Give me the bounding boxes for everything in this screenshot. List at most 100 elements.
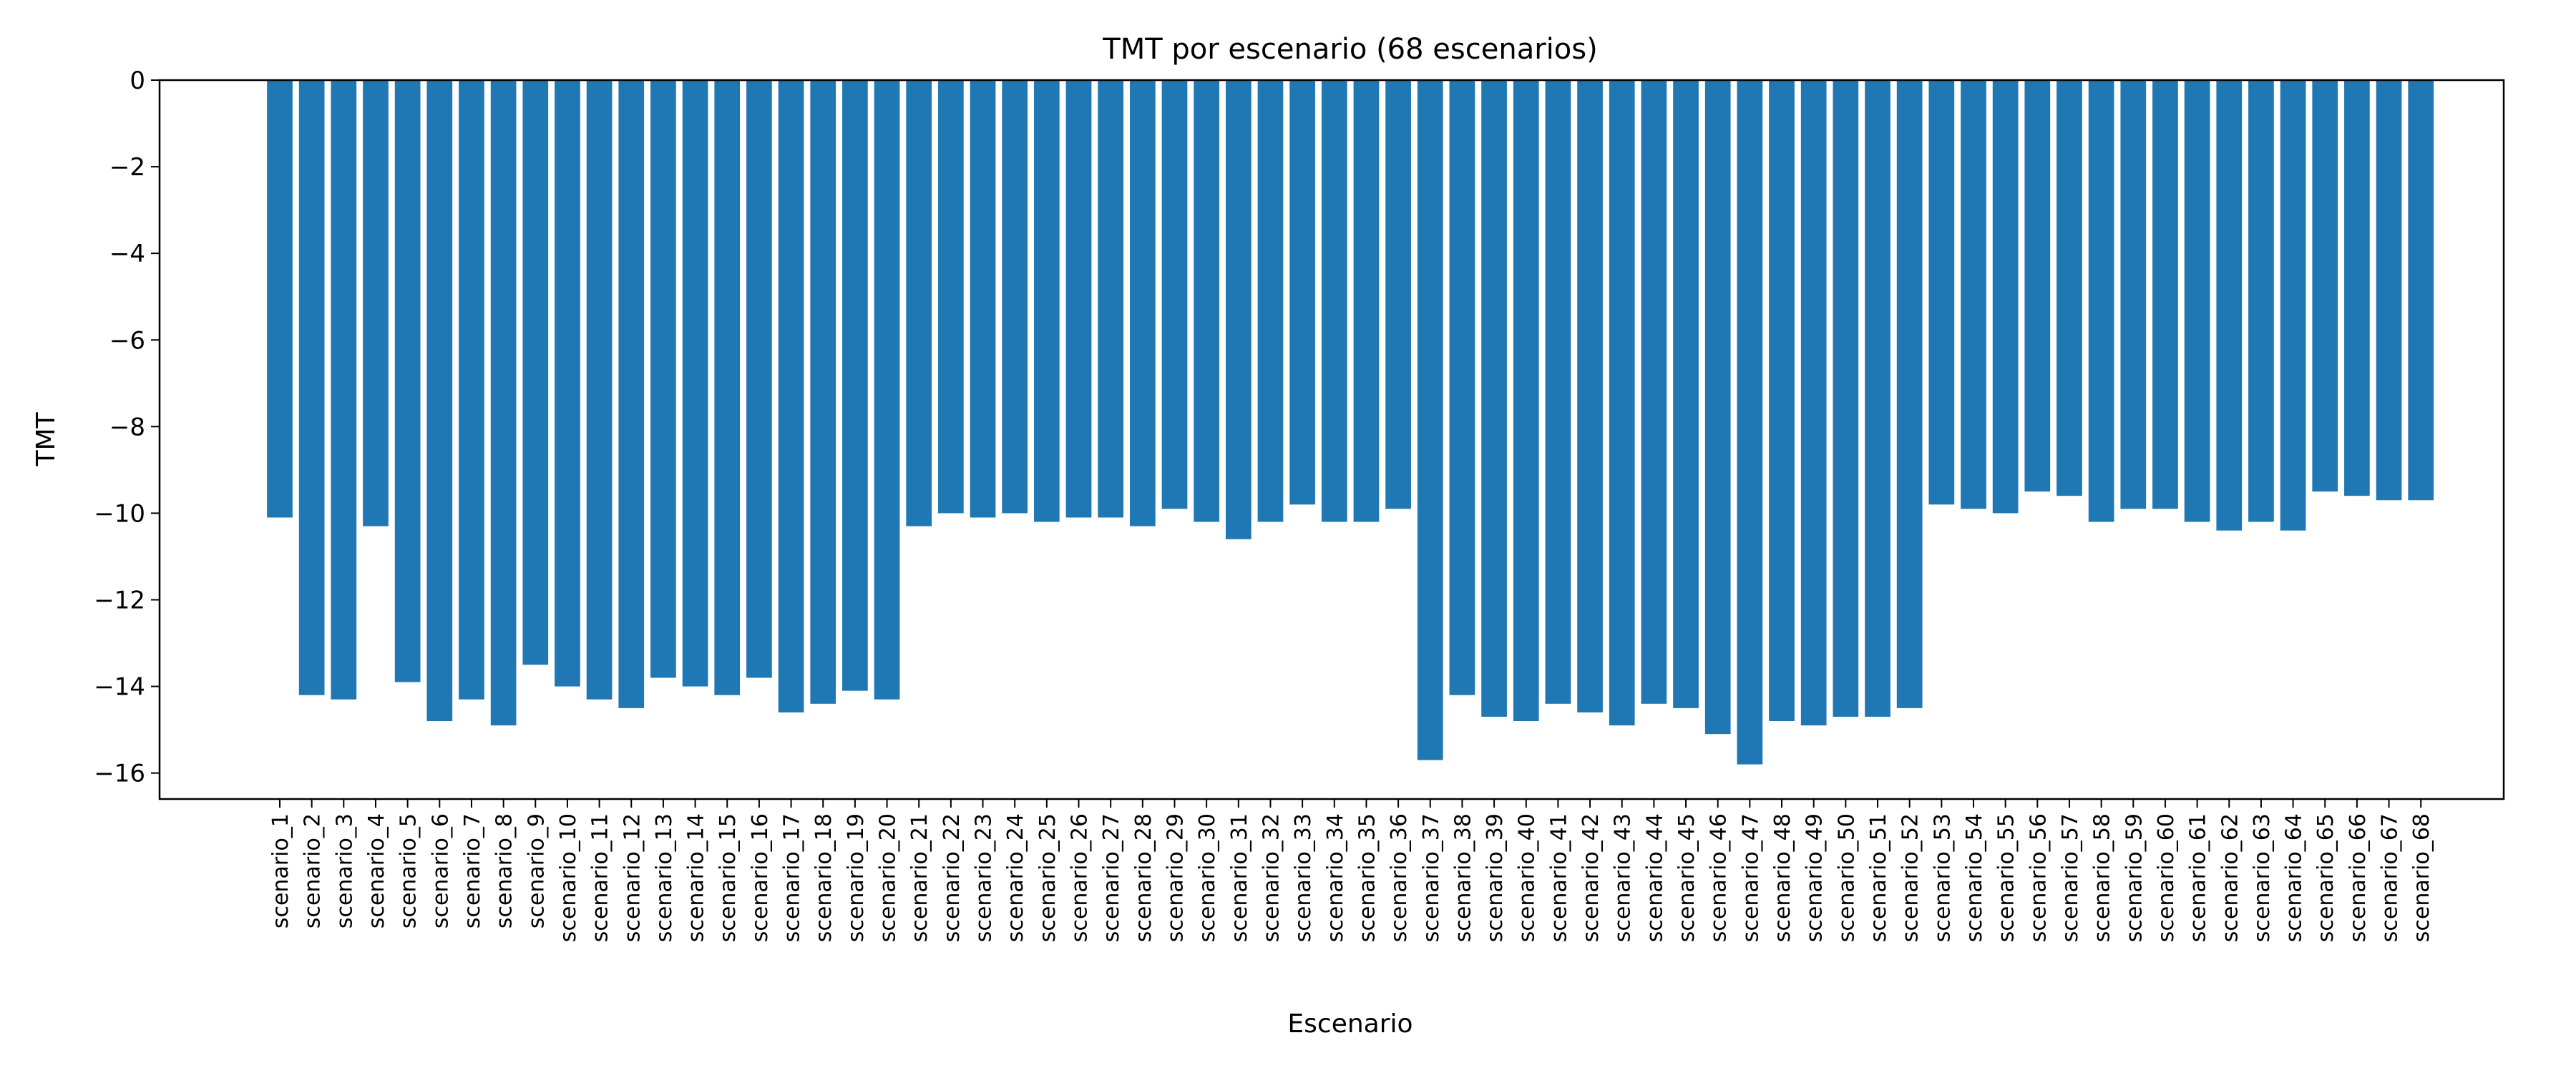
x-tick-label: scenario_26 [1068,813,1093,942]
y-tick-label: −16 [94,760,145,788]
x-tick-label: scenario_29 [1163,813,1188,942]
bar-scenario_15 [714,80,741,695]
y-axis: 0 −2 −4 −6 −8 −10 −12 −14 −16 [94,67,160,788]
x-tick-label: scenario_40 [1515,813,1540,942]
x-tick-label: scenario_4 [364,813,389,929]
x-tick-label: scenario_50 [1834,813,1859,942]
x-tick-label: scenario_44 [1642,813,1667,942]
bar-scenario_35 [1353,80,1380,522]
x-tick-label: scenario_46 [1707,813,1732,942]
bar-scenario_19 [842,80,868,691]
bar-scenario_36 [1385,80,1411,509]
bar-scenario_40 [1513,80,1539,722]
bar-scenario_44 [1641,80,1667,704]
x-tick-label: scenario_2 [301,813,326,929]
bar-scenario_53 [1928,80,1955,505]
bar-scenario_31 [1225,80,1252,539]
y-tick-label: −12 [94,587,145,615]
x-tick-label: scenario_57 [2058,813,2083,942]
x-tick-label: scenario_14 [684,813,709,942]
bar-scenario_7 [459,80,484,700]
y-tick-label: 0 [130,67,145,95]
x-axis-label: Escenario [1287,1009,1413,1039]
bar-scenario_30 [1194,80,1219,522]
bar-scenario_39 [1481,80,1507,717]
bar-scenario_22 [938,80,964,514]
x-tick-label: scenario_31 [1227,813,1252,942]
bar-scenario_38 [1449,80,1475,695]
x-tick-label: scenario_63 [2250,813,2275,942]
x-tick-label: scenario_32 [1259,813,1284,942]
bar-scenario_4 [363,80,389,526]
x-tick-label: scenario_5 [396,813,421,929]
x-tick-label: scenario_54 [1962,813,1987,942]
x-tick-label: scenario_38 [1450,813,1475,942]
x-tick-label: scenario_62 [2218,813,2243,942]
x-tick-label: scenario_20 [876,813,901,942]
bar-scenario_14 [682,80,708,687]
bar-scenario_34 [1321,80,1347,522]
bar-scenario_29 [1161,80,1188,509]
x-tick-label: scenario_39 [1483,813,1508,942]
bar-scenario_55 [1992,80,2019,514]
x-tick-label: scenario_64 [2282,813,2307,942]
bar-scenario_57 [2057,80,2082,496]
bar-scenario_37 [1417,80,1443,760]
x-tick-label: scenario_56 [2026,813,2051,942]
bar-scenario_66 [2344,80,2370,496]
x-tick-label: scenario_51 [1866,813,1891,942]
bar-scenario_25 [1033,80,1060,522]
x-tick-label: scenario_49 [1802,813,1828,942]
x-tick-label: scenario_27 [1099,813,1124,942]
bar-scenario_28 [1129,80,1156,526]
x-tick-label: scenario_61 [2186,813,2211,942]
plot-frame [158,79,2505,800]
bar-scenario_68 [2408,80,2434,501]
x-tick-label: scenario_3 [332,813,357,929]
x-tick-label: scenario_18 [811,813,836,942]
x-tick-label: scenario_17 [780,813,805,942]
x-tick-label: scenario_68 [2409,813,2434,942]
bar-scenario_27 [1098,80,1124,518]
bar-scenario_46 [1704,80,1731,735]
bar-scenario_65 [2312,80,2338,492]
x-tick-label: scenario_33 [1291,813,1316,942]
bar-scenario_43 [1609,80,1635,726]
bar-scenario_54 [1961,80,1986,509]
bar-scenario_5 [394,80,421,682]
x-tick-label: scenario_1 [268,813,293,929]
bar-scenario_41 [1545,80,1571,704]
y-tick-label: −8 [109,413,145,441]
x-tick-label: scenario_15 [716,813,741,942]
x-tick-label: scenario_47 [1738,813,1763,942]
x-tick-label: scenario_22 [940,813,965,942]
bar-scenario_58 [2088,80,2114,522]
y-tick-label: −6 [109,326,145,355]
x-tick-label: scenario_30 [1195,813,1220,942]
x-tick-label: scenario_28 [1131,813,1156,942]
x-tick-label: scenario_10 [556,813,581,942]
x-tick-label: scenario_34 [1323,813,1348,942]
bar-scenario_32 [1257,80,1284,522]
bar-scenario_8 [490,80,517,726]
y-tick-label: −10 [94,499,145,528]
x-tick-label: scenario_19 [844,813,869,942]
x-tick-label: scenario_55 [1994,813,2019,942]
x-tick-label: scenario_8 [492,813,517,929]
bar-scenario_17 [778,80,804,712]
x-tick-label: scenario_21 [907,813,932,942]
x-tick-label: scenario_65 [2313,813,2338,942]
x-tick-label: scenario_60 [2154,813,2179,942]
bar-scenario_47 [1737,80,1763,765]
bar-scenario_45 [1673,80,1699,708]
bar-scenario_12 [618,80,645,708]
bar-scenario_62 [2216,80,2243,531]
y-tick-label: −4 [109,240,145,268]
bar-scenario_48 [1769,80,1795,722]
bar-scenario_23 [970,80,996,518]
x-tick-label: scenario_24 [1003,813,1028,942]
x-tick-label: scenario_43 [1611,813,1636,942]
y-axis-label: TMT [31,411,61,466]
bar-scenario_18 [810,80,836,704]
